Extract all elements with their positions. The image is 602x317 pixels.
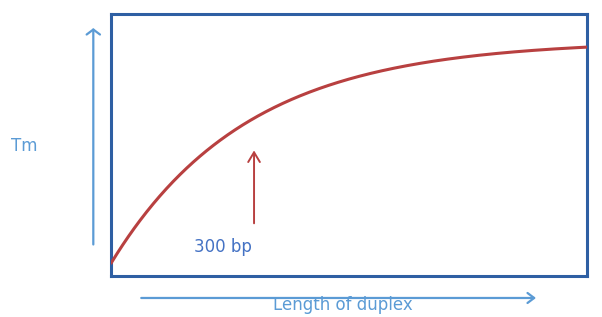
Text: Tm: Tm	[11, 137, 37, 155]
Text: 300 bp: 300 bp	[194, 238, 252, 256]
Text: Length of duplex: Length of duplex	[273, 296, 413, 314]
